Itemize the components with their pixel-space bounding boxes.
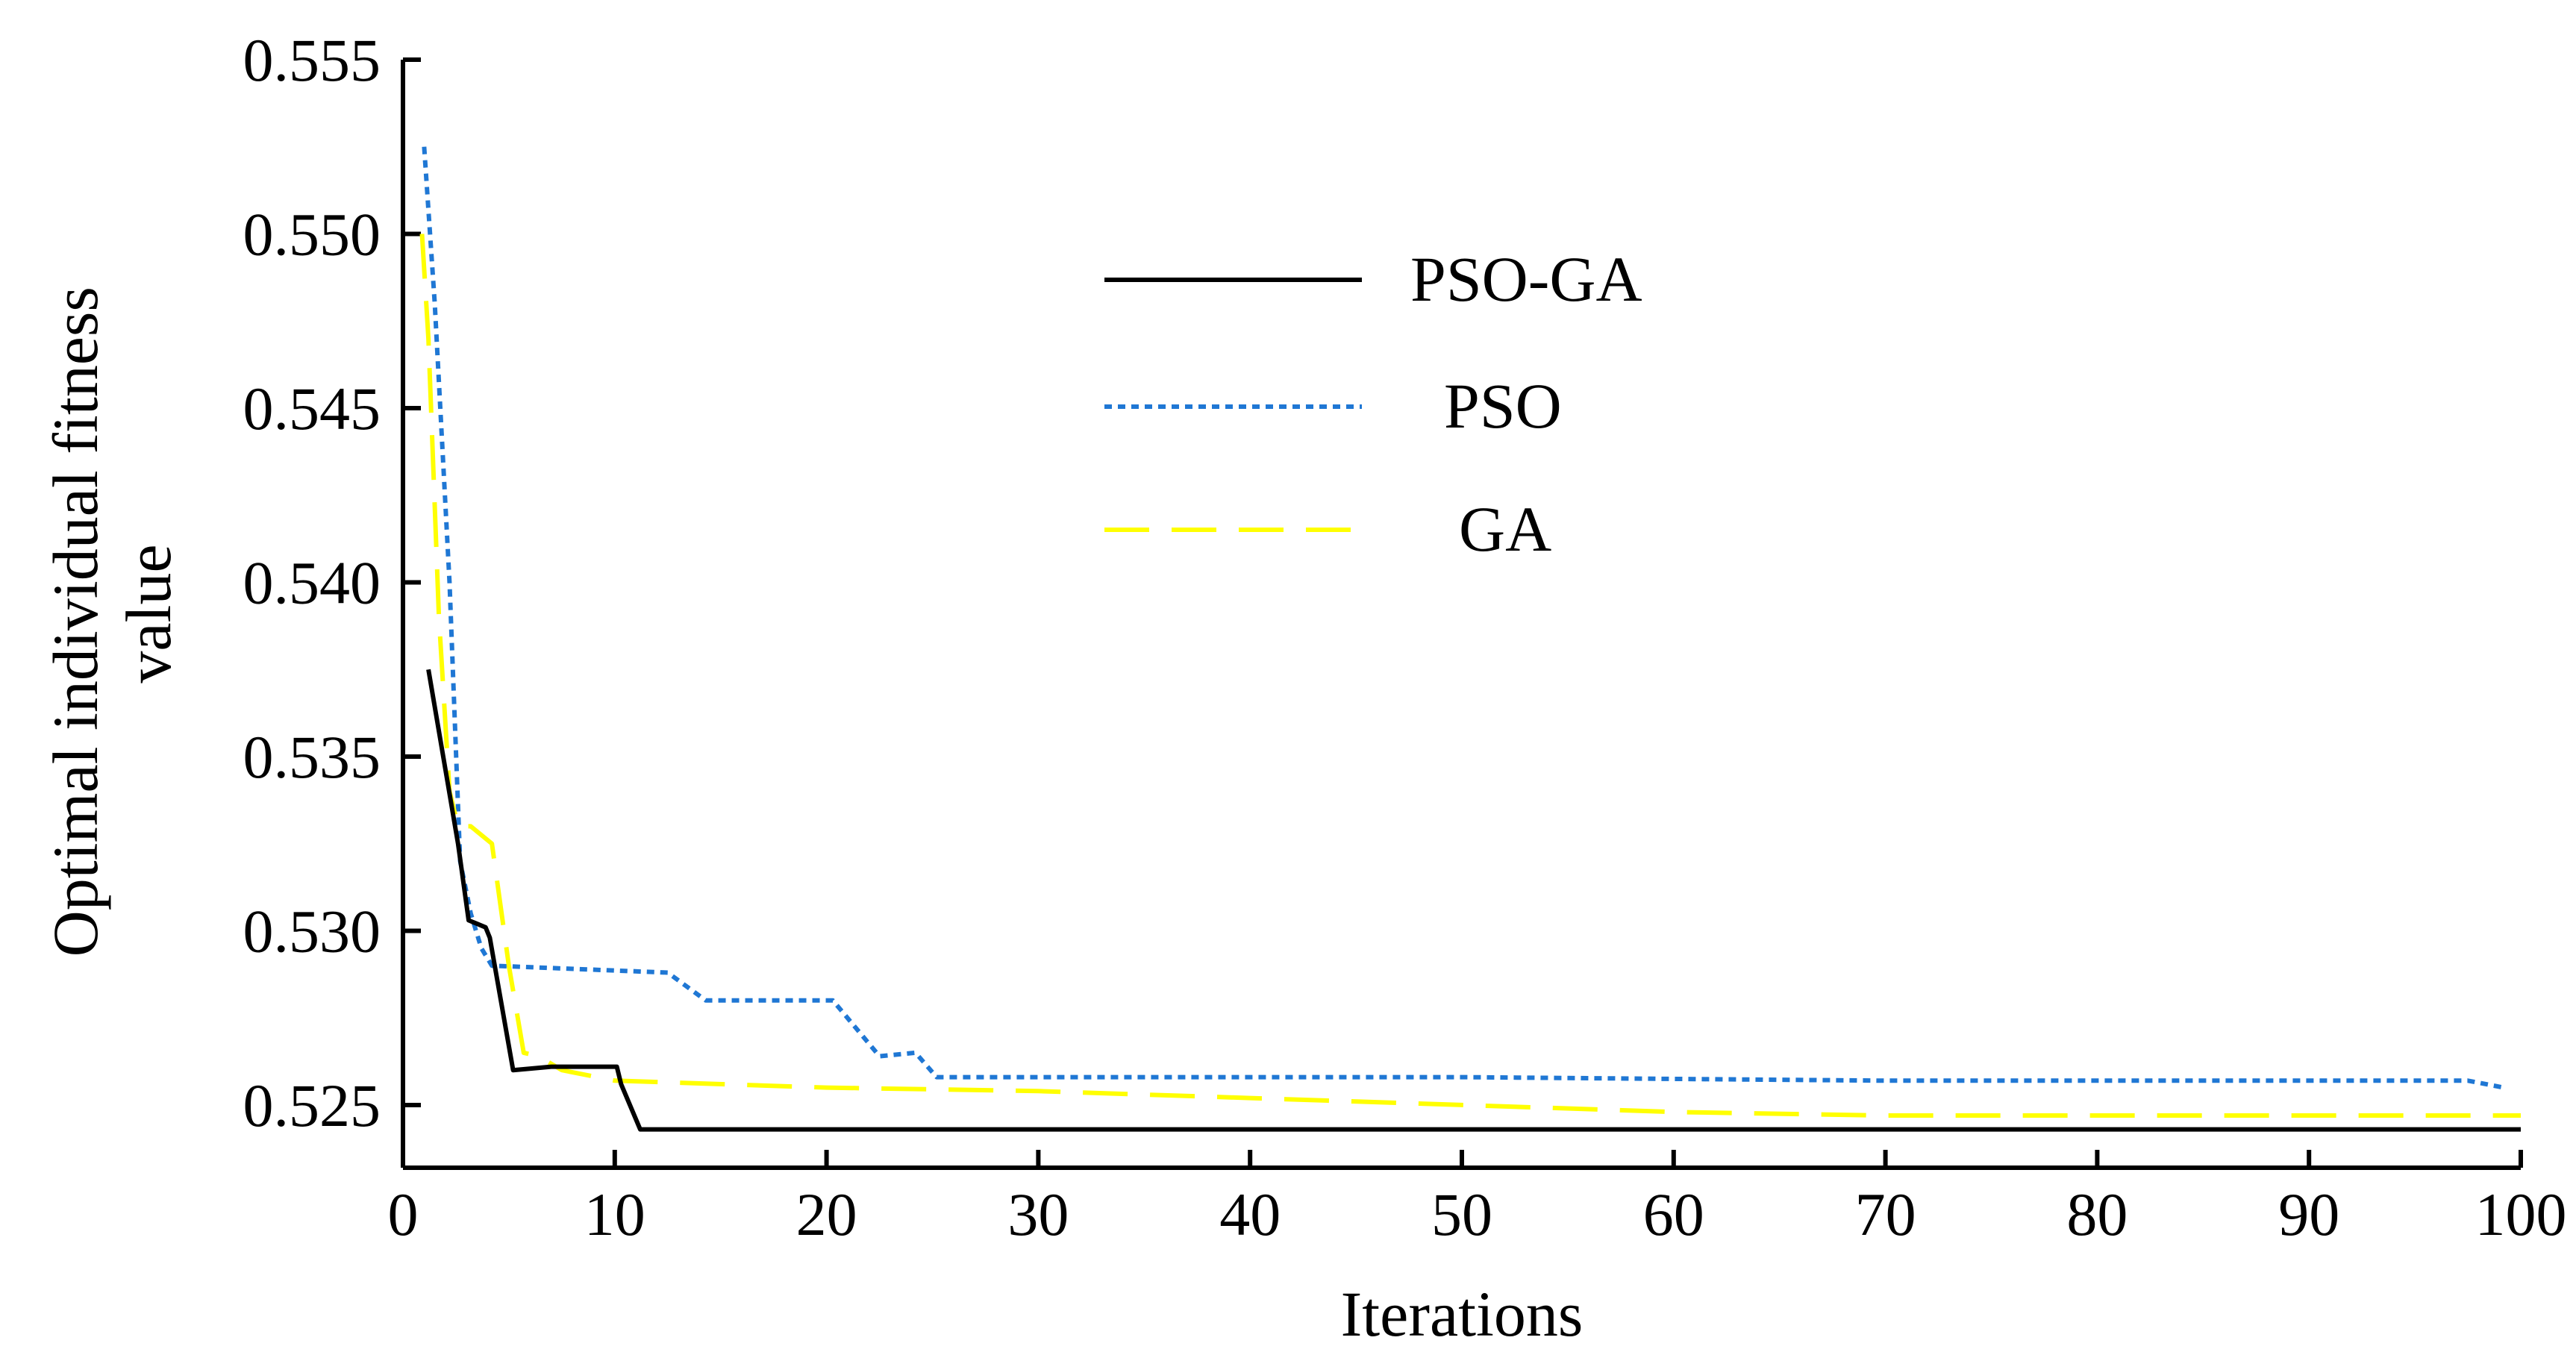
series-line-ga [419,234,2521,1118]
y-tick-label: 0.525 [243,1071,381,1139]
y-axis-title: Optimal individual fitness value [40,271,184,957]
series-line-pso-ga [426,669,2521,1132]
x-tick-label: 80 [2066,1180,2128,1248]
y-tick-label: 0.530 [243,897,381,965]
x-tick-label: 10 [584,1180,645,1248]
y-axis-title-line-2: value [113,544,184,683]
x-tick-label: 20 [796,1180,857,1248]
legend-label-pso: PSO [1444,370,1562,442]
y-tick-label: 0.540 [243,548,381,616]
legend-label-ga: GA [1459,493,1551,565]
x-tick-label: 70 [1855,1180,1916,1248]
y-tick-label: 0.535 [243,723,381,791]
y-tick-label: 0.555 [243,26,381,94]
legend: PSO-GA PSO GA [1104,243,1642,565]
x-axis-title: Iterations [1341,1278,1584,1350]
x-tick-label: 100 [2475,1180,2567,1248]
y-axis-title-line-1: Optimal individual fitness [40,287,111,957]
x-tick-label: 50 [1431,1180,1492,1248]
x-tick-label: 90 [2278,1180,2339,1248]
series-layer [419,146,2521,1132]
axes: 0 10 20 30 40 50 60 70 80 90 100 0.525 0.530 0.535 0.5… [243,26,2567,1248]
x-tick-label: 40 [1219,1180,1281,1248]
x-tick-label: 60 [1643,1180,1704,1248]
x-tick-label: 0 [388,1180,419,1248]
x-tick-label: 30 [1007,1180,1069,1248]
legend-label-pso-ga: PSO-GA [1410,243,1642,315]
y-tick-label: 0.545 [243,375,381,442]
y-tick-label: 0.550 [243,200,381,268]
